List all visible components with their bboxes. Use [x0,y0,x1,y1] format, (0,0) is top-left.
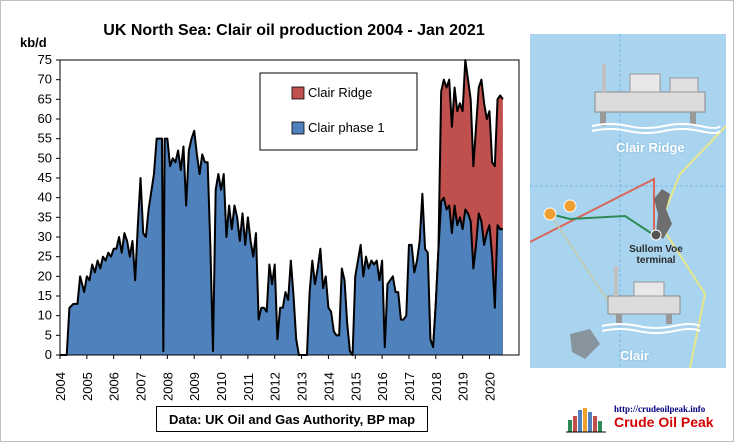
logo-url: http://crudeoilpeak.info [614,404,706,414]
y-tick-label: 30 [38,229,52,244]
export-pipeline [530,177,655,243]
production-chart: UK North Sea: Clair oil production 2004 … [20,22,520,401]
x-tick-label: 2017 [402,372,417,401]
x-tick-label: 2007 [134,372,149,401]
x-tick-label: 2009 [187,372,202,401]
x-tick-label: 2014 [321,372,336,401]
shetland-landmass [654,189,672,239]
legend-swatch-clair-phase-1 [291,121,305,135]
map-label-clair-ridge: Clair Ridge [616,140,685,155]
y-tick-label: 25 [38,249,52,264]
y-tick-label: 10 [38,308,52,323]
y-tick-label: 5 [45,327,52,342]
y-axis-label: kb/d [20,35,47,50]
series-line-clair-phase-1 [60,129,503,356]
y-tick-label: 15 [38,288,52,303]
logo-icon [566,408,606,433]
x-tick-label: 2011 [241,373,256,401]
y-tick-label: 20 [38,268,52,283]
y-tick-label: 55 [38,131,52,146]
y-tick-label: 50 [38,150,52,165]
y-tick-label: 75 [38,52,52,67]
legend: Clair Ridge Clair phase 1 [259,72,418,151]
series-area-clair-phase-1 [60,130,503,355]
x-tick-label: 2005 [80,372,95,401]
legend-box [259,72,418,151]
x-tick-label: 2012 [268,372,283,401]
series-line-clair-ridge [432,59,504,348]
map-label-terminal: Sullom Voe terminal [629,244,683,266]
y-tick-label: 45 [38,170,52,185]
y-tick-label: 70 [38,72,52,87]
x-tick-label: 2015 [348,372,363,401]
chart-title: UK North Sea: Clair oil production 2004 … [103,22,485,39]
terminal-marker [650,229,662,241]
logo-name: Crude Oil Peak [614,414,714,430]
y-tick-label: 35 [38,209,52,224]
x-tick-label: 2006 [107,372,122,401]
x-tick-label: 2020 [482,372,497,401]
gas-pipeline [549,213,658,238]
y-tick-label: 0 [45,347,52,362]
platform-icon-ridge [591,64,721,134]
x-tick-label: 2016 [375,372,390,401]
island-shape [570,329,600,359]
clair-field-marker [543,207,557,221]
x-tick-label: 2004 [53,372,68,401]
legend-label-clair-phase-1: Clair phase 1 [308,120,385,135]
legend-swatch-clair-ridge [291,86,305,100]
crude-oil-peak-logo: http://crudeoilpeak.info Crude Oil Peak [566,404,726,434]
y-tick-label: 60 [38,111,52,126]
x-tick-label: 2013 [295,372,310,401]
map-label-clair: Clair [620,348,649,363]
platform-icon-clair [601,266,701,334]
x-tick-label: 2010 [214,372,229,401]
y-tick-label: 65 [38,91,52,106]
legend-label-clair-ridge: Clair Ridge [308,85,372,100]
x-tick-label: 2018 [429,372,444,401]
clair-ridge-marker [563,199,577,213]
source-note: Data: UK Oil and Gas Authority, BP map [156,406,428,432]
x-tick-label: 2008 [160,372,175,401]
clair-field-map: Clair Ridge Clair Sullom Voe terminal [530,34,726,368]
y-tick-label: 40 [38,190,52,205]
x-tick-label: 2019 [456,372,471,401]
map-graphic [530,34,726,368]
